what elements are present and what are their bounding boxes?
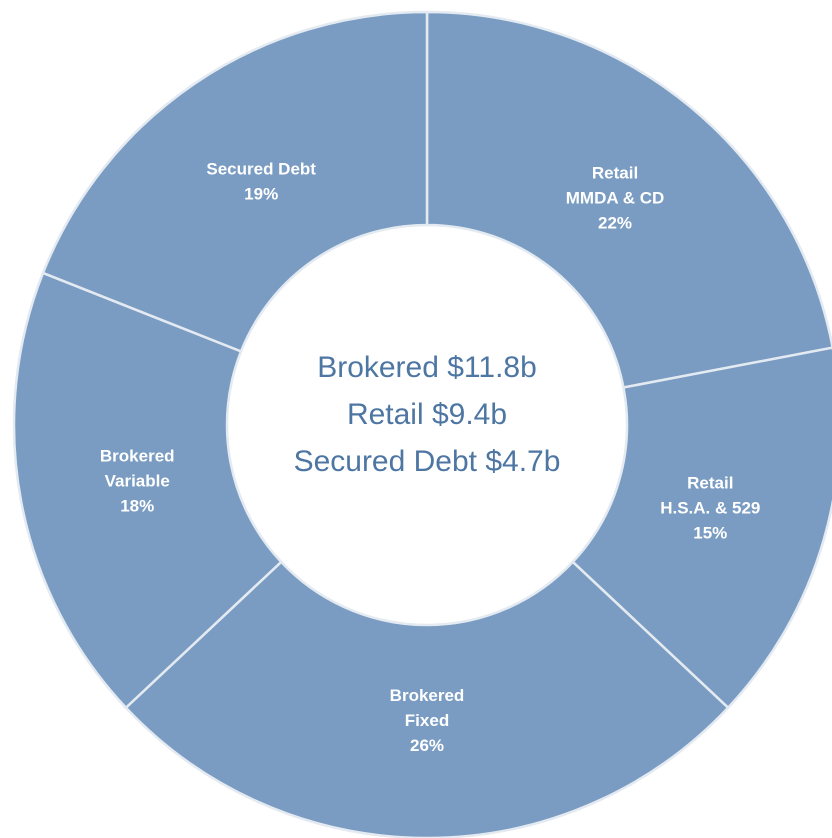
center-line: Secured Debt $4.7b xyxy=(294,445,561,478)
segment-value: 18% xyxy=(120,496,154,515)
segment-label: Retail H.S.A. & 529 15% xyxy=(660,473,760,542)
segment-category: Brokered xyxy=(100,446,175,465)
segment-category: Fixed xyxy=(405,711,449,730)
segment-label: Secured Debt 19% xyxy=(206,160,316,204)
segment-category: Retail xyxy=(592,164,638,183)
donut-segment xyxy=(425,10,832,389)
segment-value: 15% xyxy=(693,523,727,542)
segment-value: 19% xyxy=(244,185,278,204)
segment-category: MMDA & CD xyxy=(566,189,665,208)
center-line: Retail $9.4b xyxy=(347,398,507,431)
donut-segment xyxy=(124,560,730,838)
donut-segment xyxy=(41,10,429,353)
segment-category: H.S.A. & 529 xyxy=(660,498,760,517)
segment-value: 26% xyxy=(410,736,444,755)
center-line: Brokered $11.8b xyxy=(317,351,537,384)
segment-category: Variable xyxy=(105,471,170,490)
donut-segment xyxy=(12,271,283,710)
segment-label: Brokered Fixed 26% xyxy=(390,686,465,755)
segment-label: Brokered Variable 18% xyxy=(100,446,175,515)
segment-category: Retail xyxy=(687,473,733,492)
donut-segment xyxy=(571,346,832,710)
segment-label: Retail MMDA & CD 22% xyxy=(566,164,665,233)
center-text: Brokered $11.8b Retail $9.4b Secured Debt … xyxy=(294,351,561,478)
segment-value: 22% xyxy=(598,214,632,233)
segment-category: Secured Debt xyxy=(206,160,316,179)
segment-category: Brokered xyxy=(390,686,465,705)
